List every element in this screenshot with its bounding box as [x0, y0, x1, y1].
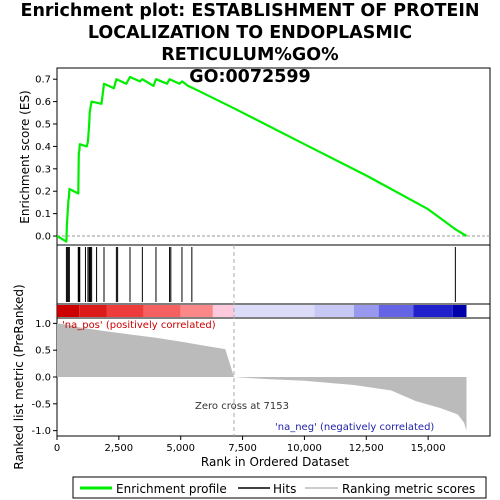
- colorbar-segment-8: [353, 305, 379, 317]
- es-ytick-label-7: 0.7: [35, 75, 51, 86]
- chart-title-line-1: Enrichment plot: ESTABLISHMENT OF PROTEI…: [20, 1, 480, 21]
- es-ytick-label-0: 0.0: [35, 232, 51, 243]
- neg-correlated-label: 'na_neg' (negatively correlated): [275, 422, 434, 433]
- legend-label-metric: Ranking metric scores: [342, 482, 475, 496]
- es-ytick-label-4: 0.4: [35, 142, 51, 153]
- es-ytick-label-2: 0.2: [35, 187, 51, 198]
- xtick-label-2: 5,000: [166, 443, 195, 454]
- colorbar-segment-0: [57, 305, 80, 317]
- es-axis-label: Enrichment score (ES): [18, 90, 32, 223]
- xtick-label-4: 10,000: [287, 443, 322, 454]
- es-ytick-label-1: 0.1: [35, 209, 51, 220]
- hits-panel-frame: [56, 244, 491, 305]
- xtick-label-1: 2,500: [105, 443, 134, 454]
- es-ytick-label-5: 0.5: [35, 120, 51, 131]
- xtick-label-6: 15,000: [411, 443, 446, 454]
- colorbar-segment-7: [314, 305, 354, 317]
- zero-cross-label: Zero cross at 7153: [195, 401, 289, 412]
- es-ytick-label-6: 0.6: [35, 97, 51, 108]
- colorbar-segment-3: [143, 305, 181, 317]
- colorbar-segment-11: [452, 305, 467, 317]
- colorbar-segment-2: [106, 305, 144, 317]
- colorbar-segment-5: [212, 305, 234, 317]
- legend-label-hits: Hits: [273, 482, 296, 496]
- es-ytick-label-3: 0.3: [35, 164, 51, 175]
- xtick-label-0: 0: [54, 443, 60, 454]
- metric-ytick-label-2: 0.0: [35, 373, 51, 384]
- enrichment-profile-line: [56, 75, 468, 243]
- x-axis-label: Rank in Ordered Dataset: [201, 455, 349, 469]
- metric-ytick-label-0: -1.0: [31, 426, 51, 437]
- xtick-label-5: 12,500: [349, 443, 384, 454]
- legend-box: [72, 476, 487, 499]
- colorbar-segment-4: [180, 305, 213, 317]
- colorbar-segment-6: [233, 305, 315, 317]
- metric-axis-label: Ranked list metric (PreRanked): [12, 284, 26, 469]
- metric-ytick-label-1: -0.5: [31, 399, 51, 410]
- chart-title: Enrichment plot: ESTABLISHMENT OF PROTEI…: [0, 0, 500, 88]
- legend-label-enrichment: Enrichment profile: [116, 482, 227, 496]
- colorbar-segment-1: [79, 305, 107, 317]
- chart-title-line-2: LOCALIZATION TO ENDOPLASMIC RETICULUM%GO…: [87, 23, 413, 65]
- metric-ytick-label-4: 1.0: [35, 319, 51, 330]
- es-panel-frame: [56, 67, 491, 246]
- metric-ytick-label-3: 0.5: [35, 346, 51, 357]
- colorbar-segment-10: [413, 305, 453, 317]
- ranking-metric-area: [57, 323, 467, 431]
- colorbar-segment-9: [378, 305, 414, 317]
- chart-title-line-3: GO:0072599: [189, 67, 311, 87]
- xtick-label-3: 7,500: [228, 443, 257, 454]
- pos-correlated-label: 'na_pos' (positively correlated): [62, 320, 216, 331]
